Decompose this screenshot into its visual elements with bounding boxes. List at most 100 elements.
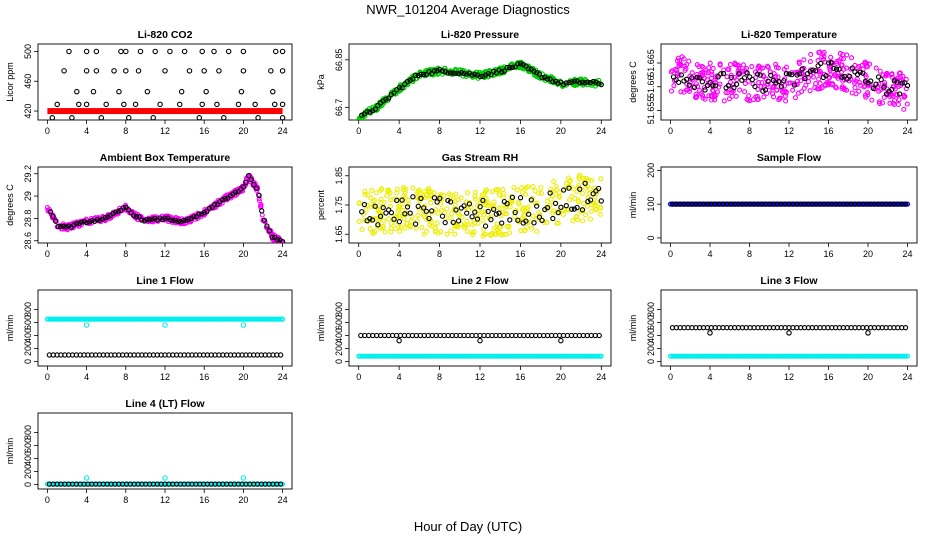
average-point (60, 223, 67, 229)
y-axis-label: ml/min (628, 192, 638, 219)
sample-point (584, 203, 590, 209)
average-point (162, 215, 168, 221)
x-tick-label: 24 (903, 126, 913, 136)
sample-point (792, 95, 799, 101)
sample-point (204, 206, 210, 213)
data-point (76, 101, 82, 108)
sample-point (810, 74, 816, 80)
sample-point (423, 228, 430, 234)
sample-point (814, 86, 820, 92)
sample-point (815, 58, 821, 64)
sample-point (877, 100, 883, 107)
sample-point (423, 192, 429, 198)
x-tick-label: 4 (397, 126, 402, 136)
x-tick-label: 24 (596, 126, 606, 136)
y-tick-label: 500 (23, 44, 33, 59)
sample-point (570, 218, 576, 224)
sample-point (790, 87, 796, 93)
average-point (261, 217, 267, 223)
average-point (558, 204, 564, 210)
x-tick-label: 8 (747, 372, 752, 382)
average-point (728, 74, 734, 81)
sample-point (405, 197, 411, 203)
average-point (477, 204, 483, 210)
data-point (121, 101, 127, 108)
sample-point (779, 88, 785, 95)
sample-point (385, 189, 391, 195)
y-tick-label: 0 (646, 359, 656, 364)
average-point (434, 199, 440, 205)
sample-point (677, 57, 683, 64)
sample-point (732, 62, 738, 68)
sample-point (413, 225, 419, 231)
data-point (125, 115, 132, 120)
sample-point (538, 190, 545, 197)
average-point (466, 201, 473, 207)
sample-point (500, 231, 506, 237)
sample-point (807, 88, 813, 94)
average-point (248, 176, 254, 183)
data-point (137, 48, 144, 55)
x-tick-label: 8 (437, 126, 442, 136)
sample-point (381, 218, 387, 224)
x-tick-label: 0 (668, 372, 673, 382)
sample-point (538, 185, 544, 191)
figure-title: NWR_101204 Average Diagnostics (366, 2, 570, 17)
average-point (274, 237, 281, 243)
sample-point (840, 51, 846, 58)
sample-point (507, 230, 513, 236)
x-tick-label: 20 (556, 249, 566, 259)
average-point (563, 80, 569, 86)
average-point (560, 187, 567, 193)
sample-point (864, 61, 870, 67)
sample-point (381, 200, 387, 206)
outlier-point (865, 330, 871, 336)
average-point (579, 79, 586, 85)
average-point (447, 70, 454, 76)
sample-point (598, 176, 604, 182)
sample-point (755, 86, 761, 93)
x-tick-label: 16 (199, 372, 209, 382)
sample-point (363, 207, 369, 213)
average-point (757, 72, 763, 78)
y-tick-label: 200 (334, 341, 344, 356)
sample-point (862, 92, 868, 98)
average-point (439, 213, 446, 219)
average-point (720, 70, 727, 77)
sample-point (491, 199, 497, 205)
average-point (199, 211, 205, 217)
sample-point (841, 87, 848, 93)
x-tick-label: 20 (863, 249, 873, 259)
sample-point (486, 202, 492, 208)
y-tick-label: 100 (646, 197, 656, 212)
sample-point (529, 225, 535, 231)
average-point (84, 220, 90, 226)
plot-area (47, 48, 286, 120)
sample-point (419, 225, 425, 231)
average-point (402, 211, 408, 217)
y-axis-label: percent (316, 189, 326, 220)
sample-point (444, 231, 450, 237)
sample-point (749, 63, 755, 70)
average-point (212, 201, 218, 208)
sample-point (496, 205, 502, 211)
y-axis-label: degrees C (628, 61, 638, 103)
average-point (582, 180, 588, 187)
sample-point (773, 73, 779, 79)
average-point (146, 217, 153, 223)
sample-point (681, 89, 687, 95)
sample-point (448, 192, 454, 198)
sample-point (764, 63, 770, 69)
x-tick-label: 4 (707, 126, 712, 136)
sample-point (365, 192, 371, 198)
sample-point (432, 225, 438, 231)
average-point (577, 186, 583, 192)
sample-point (579, 190, 585, 197)
average-point (89, 218, 95, 224)
sample-point (522, 227, 528, 233)
sample-point (582, 185, 589, 191)
average-point (839, 74, 845, 80)
average-point (214, 201, 221, 208)
